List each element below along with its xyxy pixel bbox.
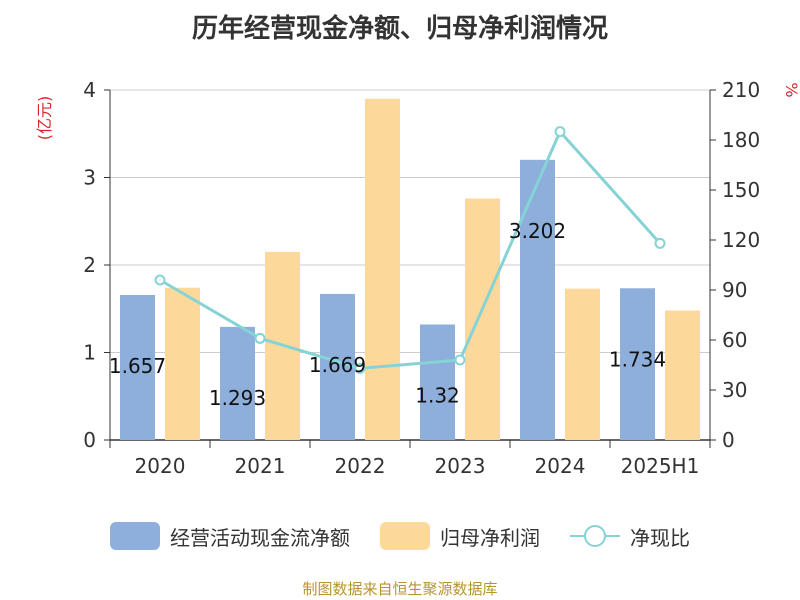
bar-cashflow: [220, 326, 255, 440]
legend-label-ratio: 净现比: [630, 525, 690, 550]
ratio-point: [454, 354, 466, 366]
ratio-point: [154, 274, 166, 286]
y-left-tick-label: 2: [83, 253, 96, 277]
bar-cashflow: [420, 324, 455, 440]
y-right-unit: %: [782, 82, 800, 97]
bar-data-label: 1.734: [609, 347, 666, 371]
legend-label-cashflow: 经营活动现金流净额: [170, 525, 350, 550]
bar-cashflow: [120, 295, 155, 440]
legend-item-ratio[interactable]: 净现比: [570, 522, 690, 551]
y-right-tick-label: 120: [722, 228, 760, 252]
y-right-tick-label: 210: [722, 78, 760, 102]
bar-net-profit: [165, 287, 200, 440]
y-right-tick-label: 0: [722, 428, 735, 452]
y-right-tick-label: 150: [722, 178, 760, 202]
bar-cashflow: [620, 288, 655, 440]
ratio-point: [554, 126, 566, 138]
bar-net-profit: [465, 198, 500, 440]
y-right-tick-label: 90: [722, 278, 747, 302]
ratio-point: [354, 362, 366, 374]
chart-legend: 经营活动现金流净额 归母净利润 净现比: [0, 516, 800, 556]
ratio-line: [159, 128, 662, 370]
bar-net-profit: [365, 98, 400, 440]
y-right-tick-label: 180: [722, 128, 760, 152]
y-left-tick-label: 3: [83, 166, 96, 190]
data-source-note: 制图数据来自恒生聚源数据库: [302, 580, 498, 598]
bar-cashflow: [320, 293, 355, 440]
bar-data-label: 1.657: [109, 354, 166, 378]
bar-data-label: 3.202: [509, 219, 566, 243]
y-left-unit: (亿元): [35, 96, 54, 141]
y-left-tick-label: 4: [83, 78, 96, 102]
x-tick-label: 2023: [435, 454, 486, 478]
legend-swatch-ratio: [570, 522, 620, 550]
y-left-tick-label: 0: [83, 428, 96, 452]
bar-data-label: 1.669: [309, 353, 366, 377]
legend-label-net-profit: 归母净利润: [440, 525, 540, 550]
legend-item-cashflow[interactable]: 经营活动现金流净额: [110, 522, 350, 551]
y-right-tick-label: 30: [722, 378, 747, 402]
chart-title: 历年经营现金净额、归母净利润情况: [191, 14, 608, 44]
ratio-point: [654, 237, 666, 249]
legend-swatch-cashflow: [110, 522, 160, 550]
bar-cashflow: [520, 159, 555, 440]
legend-swatch-net-profit: [380, 522, 430, 550]
x-tick-label: 2020: [135, 454, 186, 478]
x-tick-label: 2021: [235, 454, 286, 478]
x-tick-label: 2024: [535, 454, 586, 478]
x-tick-label: 2022: [335, 454, 386, 478]
ratio-point: [254, 332, 266, 344]
bar-data-label: 1.293: [209, 386, 266, 410]
y-left-tick-label: 1: [83, 341, 96, 365]
bar-net-profit: [565, 288, 600, 440]
legend-item-net-profit[interactable]: 归母净利润: [380, 522, 540, 551]
x-tick-label: 2025H1: [621, 454, 700, 478]
y-right-tick-label: 60: [722, 328, 747, 352]
bar-data-label: 1.32: [415, 384, 460, 408]
bar-net-profit: [665, 310, 700, 440]
